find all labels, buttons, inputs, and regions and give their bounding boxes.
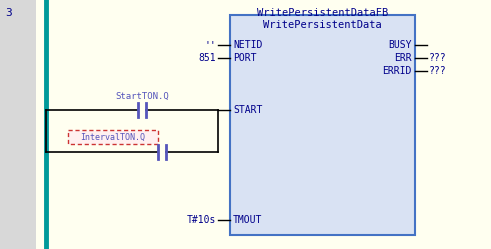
FancyBboxPatch shape [0,0,36,249]
FancyBboxPatch shape [68,130,158,144]
Text: T#10s: T#10s [187,215,216,225]
FancyBboxPatch shape [230,15,415,235]
Text: '': '' [204,40,216,50]
Text: StartTON.Q: StartTON.Q [115,92,169,101]
Text: WritePersistentData: WritePersistentData [263,20,382,30]
Text: ???: ??? [429,66,447,76]
Text: TMOUT: TMOUT [233,215,262,225]
Text: ERRID: ERRID [382,66,412,76]
Text: WritePersistentDataFB: WritePersistentDataFB [257,8,388,18]
Text: NETID: NETID [233,40,262,50]
Text: START: START [233,105,262,115]
Text: PORT: PORT [233,53,256,63]
Text: 851: 851 [198,53,216,63]
Text: 3: 3 [5,8,12,18]
Text: ???: ??? [429,53,447,63]
Text: ERR: ERR [394,53,412,63]
Text: IntervalTON.Q: IntervalTON.Q [81,132,145,141]
Text: BUSY: BUSY [388,40,412,50]
